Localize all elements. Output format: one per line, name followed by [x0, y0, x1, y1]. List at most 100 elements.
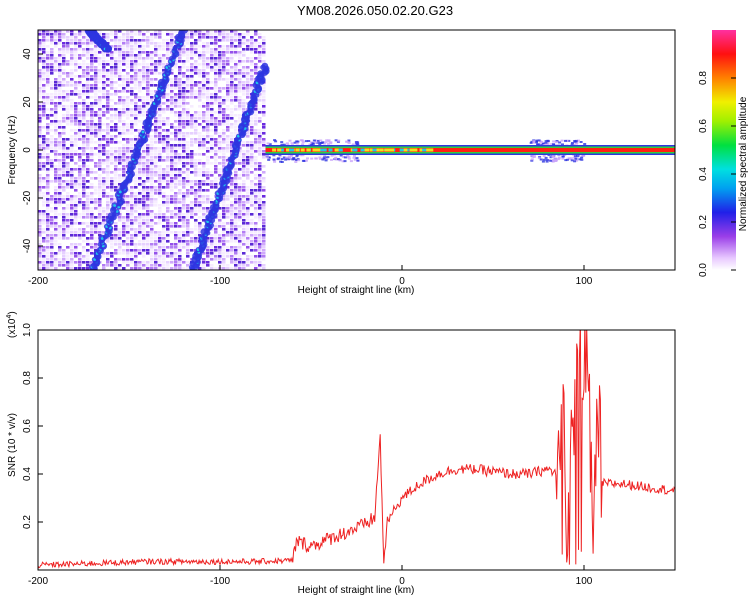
spectrogram-cell [98, 117, 102, 120]
spectrogram-cell [242, 171, 246, 174]
spectrogram-cell [190, 105, 194, 108]
spectrogram-cell [82, 102, 86, 105]
spectrogram-cell [38, 228, 42, 231]
spectrogram-cell [54, 234, 58, 237]
spectrogram-cell [162, 93, 166, 96]
spectrogram-cell [142, 102, 146, 105]
spectrogram-cell [202, 144, 206, 147]
spectrogram-cell [126, 204, 130, 207]
spectrogram-cell [206, 30, 210, 33]
spectrogram-cell [206, 81, 210, 84]
spectrogram-cell [106, 33, 110, 36]
spectrogram-cell [70, 33, 74, 36]
spectrogram-cell [178, 267, 182, 270]
spectrogram-cell [194, 174, 198, 177]
spectrogram-cell [162, 120, 166, 123]
spectrogram-cell [146, 210, 150, 213]
spectrogram-cell [70, 75, 74, 78]
spectrogram-cell [170, 45, 174, 48]
spectrogram-cell [102, 63, 106, 66]
spectrogram-cell [182, 132, 186, 135]
spectrogram-cell [206, 168, 210, 171]
spectrogram-cell [234, 219, 238, 222]
spectrogram-cell [162, 225, 166, 228]
spectrogram-cell [174, 75, 178, 78]
spectrogram-cell [130, 126, 134, 129]
spectrogram-cell [226, 192, 230, 195]
spectrogram-cell [174, 231, 178, 234]
spectrogram-cell [226, 240, 230, 243]
spectrogram-cell [54, 264, 58, 267]
spectrogram-cell [218, 36, 222, 39]
spectrogram-cell [182, 81, 186, 84]
spectrogram-cell [58, 234, 62, 237]
spectrogram-cell [230, 30, 234, 33]
spectrogram-cell [94, 60, 98, 63]
spectrogram-cell [46, 36, 50, 39]
spectrogram-cell [74, 90, 78, 93]
spectrogram-cell [62, 72, 66, 75]
spectrogram-cell [118, 99, 122, 102]
spectrogram-cell [174, 168, 178, 171]
spectrogram-cell [62, 60, 66, 63]
spectrogram-cell [186, 207, 190, 210]
spectrogram-cell [62, 78, 66, 81]
spectrogram-cell [234, 105, 238, 108]
spectrogram-cell [110, 105, 114, 108]
spectrogram-cell [66, 267, 70, 270]
spectrogram-cell [66, 63, 70, 66]
spectrogram-cell [94, 105, 98, 108]
spectrogram-cell [110, 180, 114, 183]
spectrogram-cell [58, 66, 62, 69]
spectrogram-cell [134, 258, 138, 261]
spectrogram-cell [154, 54, 158, 57]
spectrogram-cell [154, 198, 158, 201]
spectrogram-cell [250, 42, 254, 45]
spectrogram-cell [130, 48, 134, 51]
spectrogram-cell [162, 177, 166, 180]
spectrogram-cell [90, 186, 94, 189]
spectrogram-cell [130, 78, 134, 81]
spectrogram-cell [126, 216, 130, 219]
spectrogram-cell [230, 204, 234, 207]
spectrogram-cell [122, 153, 126, 156]
spectrogram-cell [238, 45, 242, 48]
spectrogram-cell [74, 105, 78, 108]
spectrogram-cell [198, 147, 202, 150]
spectrogram-cell [182, 150, 186, 153]
spectrogram-cell [218, 147, 222, 150]
band-spread-cell [536, 143, 539, 146]
spectrogram-cell [98, 186, 102, 189]
spectrogram-cell [186, 147, 190, 150]
spectrogram-cell [234, 168, 238, 171]
spectrogram-cell [42, 258, 46, 261]
spectrogram-cell [214, 90, 218, 93]
spectrogram-cell [214, 183, 218, 186]
spectrogram-cell [198, 141, 202, 144]
spectrogram-cell [238, 198, 242, 201]
spectrogram-cell [54, 117, 58, 120]
spectrogram-cell [194, 120, 198, 123]
spectrogram-cell [250, 132, 254, 135]
spectrogram-cell [58, 198, 62, 201]
spectrogram-cell [230, 48, 234, 51]
spectrogram-cell [62, 33, 66, 36]
spectrogram-cell [54, 159, 58, 162]
spectrogram-cell [110, 186, 114, 189]
spectrogram-cell [54, 105, 58, 108]
spectrogram-cell [138, 42, 142, 45]
spectrogram-cell [182, 180, 186, 183]
spectrogram-cell [230, 117, 234, 120]
spectrogram-cell [150, 177, 154, 180]
spectrogram-cell [118, 231, 122, 234]
spectrogram-cell [94, 93, 98, 96]
spectrogram-cell [70, 243, 74, 246]
spectrogram-cell [158, 246, 162, 249]
spectrogram-cell [146, 264, 150, 267]
spectrogram-cell [154, 264, 158, 267]
spectrogram-cell [146, 135, 150, 138]
spectrogram-cell [134, 99, 138, 102]
spectrogram-cell [54, 186, 58, 189]
spectrogram-cell [126, 162, 130, 165]
spectrogram-cell [206, 237, 210, 240]
